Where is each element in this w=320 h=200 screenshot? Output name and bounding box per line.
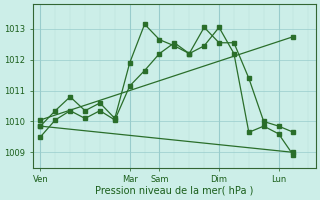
X-axis label: Pression niveau de la mer( hPa ): Pression niveau de la mer( hPa ) [95,186,253,196]
